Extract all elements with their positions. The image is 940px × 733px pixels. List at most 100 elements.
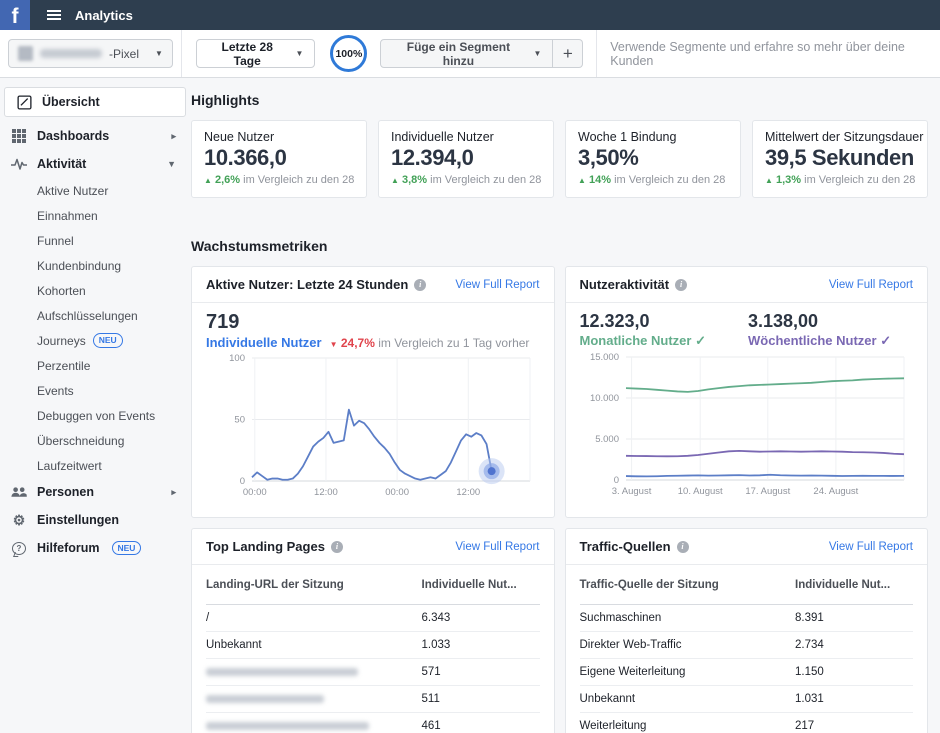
- sidebar-item-laufzeitwert[interactable]: Laufzeitwert: [37, 458, 102, 473]
- neu-badge: NEU: [111, 540, 142, 556]
- facebook-logo-icon[interactable]: f: [0, 0, 30, 30]
- table-row[interactable]: / 6.343: [206, 605, 540, 632]
- sidebar-item-aktive-nutzer[interactable]: Aktive Nutzer: [37, 183, 109, 198]
- table-row[interactable]: Weiterleitung 217: [580, 713, 914, 733]
- svg-text:0: 0: [613, 475, 618, 486]
- svg-text:17. August: 17. August: [745, 486, 790, 497]
- sidebar-item-dashboards[interactable]: Dashboards ▸: [0, 122, 186, 150]
- toolbar: -Pixel ▼ Letzte 28 Tage ▼ 100% Füge ein …: [0, 30, 940, 78]
- view-full-report-link[interactable]: View Full Report: [455, 540, 540, 553]
- sidebar-item-einstellungen[interactable]: ⚙ Einstellungen: [0, 506, 186, 534]
- pixel-selector[interactable]: -Pixel ▼: [8, 39, 173, 68]
- table-row[interactable]: Eigene Weiterleitung 1.150: [579, 659, 913, 686]
- app-title: Analytics: [75, 7, 133, 23]
- sidebar-item-ueberschneidung[interactable]: Überschneidung: [37, 433, 125, 448]
- active-users-value: 719: [206, 311, 240, 333]
- sidebar-item-label: Einstellungen: [37, 513, 119, 527]
- sidebar-item-kohorten[interactable]: Kohorten: [37, 283, 86, 298]
- card-title: Top Landing Pages i: [206, 539, 343, 554]
- info-icon[interactable]: i: [675, 278, 688, 291]
- add-segment-dropdown[interactable]: Füge ein Segment hinzu ▼: [380, 39, 554, 68]
- neu-badge: NEU: [92, 333, 123, 348]
- sidebar-item-hilfeforum[interactable]: ? Hilfeforum NEU: [0, 534, 186, 562]
- highlight-card-woche-1-bindung: Woche 1 Bindung 3,50% ▲ 14% im Vergleich…: [565, 120, 741, 198]
- chevron-right-icon: ▸: [171, 130, 176, 141]
- toolbar-divider: [596, 30, 598, 77]
- facebook-logo-letter: f: [11, 5, 19, 28]
- metric-value: 3,50%: [578, 145, 639, 170]
- down-arrow-icon: ▼: [329, 340, 338, 349]
- gear-icon: ⚙: [12, 512, 26, 528]
- svg-text:5.000: 5.000: [595, 434, 619, 445]
- info-icon[interactable]: i: [676, 540, 689, 553]
- sidebar-item-journeys[interactable]: Journeys NEU: [0, 328, 186, 353]
- plus-icon: +: [562, 43, 573, 63]
- sidebar-item-kundenbindung[interactable]: Kundenbindung: [37, 258, 122, 273]
- user-activity-chart: 0 5.000 10.000 15.000 3. August 10. August 17.…: [580, 351, 914, 499]
- sample-rate-value: 100%: [335, 47, 363, 60]
- table-row[interactable]: Unbekannt 1.031: [579, 686, 913, 713]
- sidebar-item-personen[interactable]: Personen ▸: [0, 478, 186, 506]
- activity-metrics: 12.323,0 Monatliche Nutzer ✓ 3.138,00 Wö…: [580, 311, 914, 349]
- svg-text:24. August: 24. August: [813, 486, 858, 497]
- pixel-avatar: [18, 46, 33, 61]
- up-arrow-icon: ▲: [578, 176, 586, 185]
- table-row[interactable]: Direkter Web-Traffic 2.734: [579, 632, 913, 659]
- svg-text:12:00: 12:00: [314, 487, 338, 498]
- info-icon[interactable]: i: [330, 540, 343, 553]
- card-body: 719 Individuelle Nutzer ▼ 24,7% im Vergl…: [192, 303, 554, 500]
- table-row[interactable]: 511: [206, 686, 540, 713]
- card-aktive-nutzer-24h: Aktive Nutzer: Letzte 24 Stunden i View …: [191, 266, 555, 518]
- pixel-name-suffix: -Pixel: [109, 46, 140, 61]
- top-navbar: f Analytics: [0, 0, 940, 30]
- info-icon[interactable]: i: [414, 278, 427, 291]
- metric-delta: ▲ 2,6% im Vergleich zu den 28 ...: [204, 174, 354, 186]
- column-header[interactable]: Traffic-Quelle der Sitzung: [579, 578, 719, 591]
- add-segment-label: Füge ein Segment hinzu: [406, 39, 511, 68]
- table-row[interactable]: 461: [206, 713, 540, 733]
- main-content: Highlights Neue Nutzer 10.366,0 ▲ 2,6% i…: [186, 78, 940, 733]
- sidebar-item-debuggen-von-events[interactable]: Debuggen von Events: [37, 408, 156, 423]
- sidebar-item-funnel[interactable]: Funnel: [37, 233, 74, 248]
- sidebar-item-aufschluesselungen[interactable]: Aufschlüsselungen: [37, 308, 138, 323]
- blurred-landing-url: [206, 668, 422, 676]
- add-segment-plus-button[interactable]: +: [553, 39, 584, 68]
- check-icon: ✓: [880, 333, 892, 348]
- card-traffic-quellen: Traffic-Quellen i View Full Report Traff…: [564, 528, 928, 733]
- sidebar-item-events[interactable]: Events: [37, 383, 74, 398]
- table-row[interactable]: Unbekannt 1.033: [206, 632, 540, 659]
- table-header: Traffic-Quelle der Sitzung Individuelle …: [579, 565, 913, 605]
- highlight-card-individuelle-nutzer: Individuelle Nutzer 12.394,0 ▲ 3,8% im V…: [378, 120, 554, 198]
- view-full-report-link[interactable]: View Full Report: [828, 540, 913, 553]
- pixel-name-blurred: [40, 49, 102, 58]
- sidebar-item-aktivitaet[interactable]: Aktivität ▼: [0, 150, 186, 178]
- landing-pages-table: Landing-URL der Sitzung Individuelle Nut…: [192, 565, 554, 733]
- highlights-title: Highlights: [191, 92, 260, 108]
- table-row[interactable]: Suchmaschinen 8.391: [579, 605, 913, 632]
- date-range-selector[interactable]: Letzte 28 Tage ▼: [195, 39, 316, 68]
- metric-label: Individuelle Nutzer: [391, 130, 494, 144]
- column-header[interactable]: Individuelle Nut...: [421, 578, 517, 591]
- hamburger-menu-icon[interactable]: [47, 9, 62, 21]
- column-header[interactable]: Individuelle Nut...: [795, 578, 891, 591]
- sidebar-item-uebersicht[interactable]: Übersicht: [4, 87, 186, 117]
- card-title: Nutzeraktivität i: [580, 277, 688, 292]
- sidebar: Übersicht Dashboards ▸ Aktivität ▼ Aktiv…: [0, 78, 186, 733]
- svg-text:50: 50: [234, 415, 245, 426]
- monthly-users-metric[interactable]: 12.323,0 Monatliche Nutzer ✓: [580, 311, 707, 349]
- weekly-users-metric[interactable]: 3.138,00 Wöchentliche Nutzer ✓: [748, 311, 891, 349]
- sidebar-item-perzentile[interactable]: Perzentile: [37, 358, 91, 373]
- column-header[interactable]: Landing-URL der Sitzung: [206, 578, 344, 591]
- weekly-users-label: Wöchentliche Nutzer ✓: [748, 333, 892, 348]
- svg-text:12:00: 12:00: [456, 487, 480, 498]
- metric-label: Woche 1 Bindung: [578, 130, 677, 144]
- svg-text:00:00: 00:00: [385, 487, 409, 498]
- sidebar-item-einnahmen[interactable]: Einnahmen: [37, 208, 98, 223]
- table-row[interactable]: 571: [206, 659, 540, 686]
- monthly-users-value: 12.323,0: [579, 311, 650, 331]
- sample-rate-badge[interactable]: 100%: [330, 35, 368, 72]
- view-full-report-link[interactable]: View Full Report: [455, 278, 540, 291]
- svg-text:10.000: 10.000: [589, 393, 618, 404]
- sidebar-item-label: Übersicht: [42, 95, 100, 109]
- view-full-report-link[interactable]: View Full Report: [828, 278, 913, 291]
